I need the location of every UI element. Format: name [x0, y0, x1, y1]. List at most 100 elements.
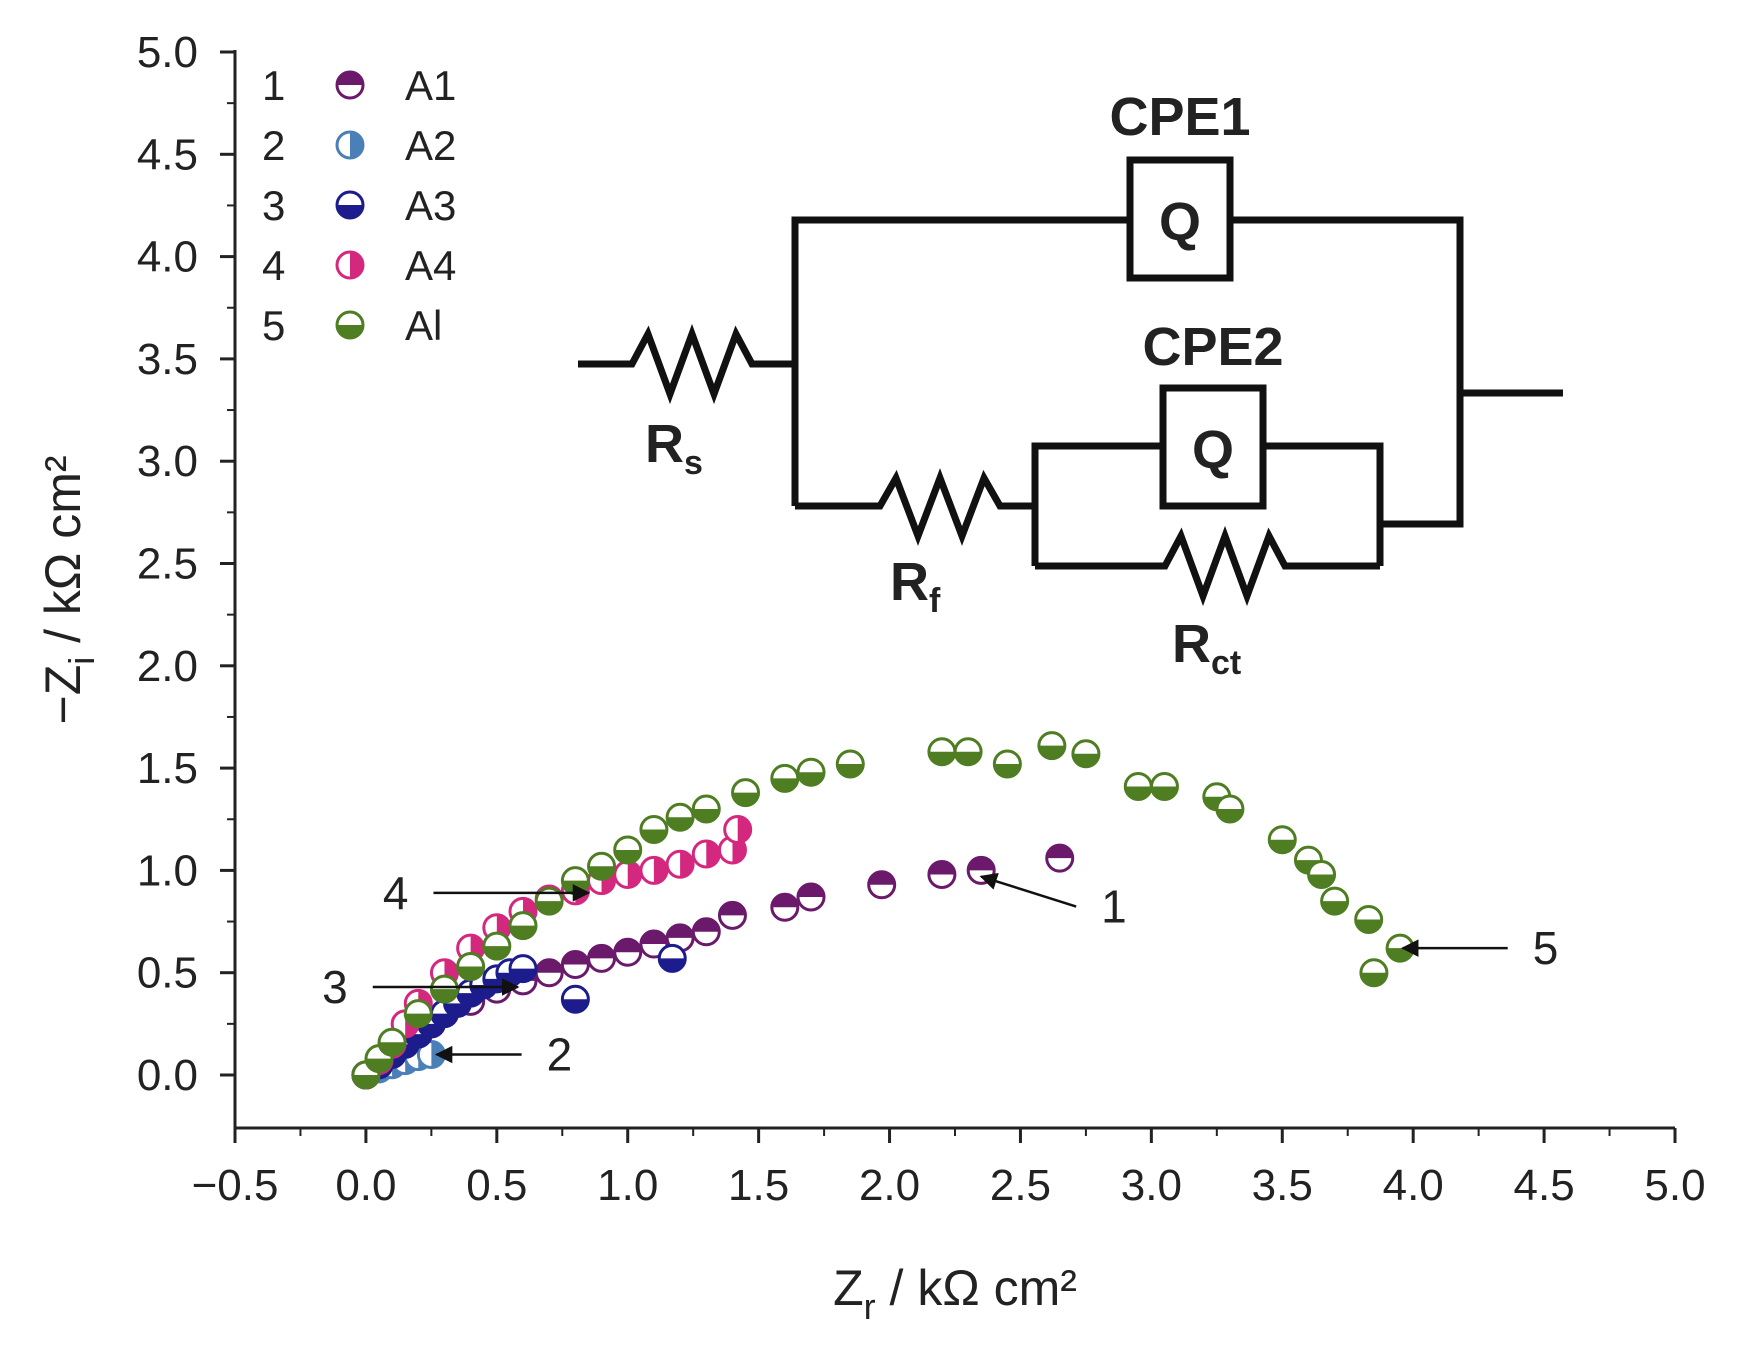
data-point [560, 866, 590, 896]
data-point [1320, 886, 1350, 916]
rs-resistor [578, 323, 792, 405]
legend-marker [335, 130, 365, 160]
legend-marker-fill [350, 132, 363, 158]
data-point [613, 859, 643, 889]
plot-points [351, 731, 1415, 1090]
data-point [587, 943, 617, 973]
data-point [1359, 958, 1389, 988]
data-point-fill [405, 1013, 432, 1027]
x-tick-label: 2.5 [990, 1161, 1051, 1210]
data-point-fill [837, 764, 864, 778]
x-axis-title-unit: / kΩ cm² [876, 1260, 1077, 1316]
data-point [1071, 739, 1101, 769]
data-point [534, 886, 564, 916]
data-point-fill [955, 751, 982, 765]
data-point-fill [928, 751, 955, 765]
data-point [1045, 843, 1075, 873]
data-point [867, 870, 897, 900]
y-ticks: 0.0 0.5 1.0 1.5 2.0 2.5 3.0 3.5 4.0 4.5 5.0 [137, 28, 235, 1100]
y-tick-label: 1.5 [137, 744, 198, 793]
legend-label: A2 [405, 122, 456, 169]
legend-label: A1 [405, 62, 456, 109]
data-point [691, 839, 721, 869]
data-point [1037, 731, 1067, 761]
x-tick-label: 1.5 [728, 1161, 789, 1210]
legend-item: 1 A1 [262, 62, 456, 109]
rf-label-sub: f [929, 582, 941, 620]
data-point-fill [431, 989, 458, 1003]
data-point [731, 778, 761, 808]
legend-marker-fill [350, 252, 363, 278]
data-point-fill [562, 951, 589, 965]
data-point-fill [431, 1013, 458, 1027]
callout-label: 3 [322, 961, 348, 1013]
legend-item: 3 A3 [262, 182, 456, 229]
legend-marker-fill [337, 325, 363, 338]
data-point-fill [680, 851, 694, 878]
legend-number: 5 [262, 302, 285, 349]
data-point [927, 737, 957, 767]
y-tick-label: 3.0 [137, 437, 198, 486]
rs-label-sub: s [684, 444, 703, 482]
data-point-fill [994, 764, 1021, 778]
data-point-fill [444, 1003, 471, 1017]
rct-label-sub: ct [1211, 644, 1241, 682]
data-point-fill [379, 1042, 406, 1056]
wire-inner-right [1263, 442, 1384, 566]
x-tick-label: 3.0 [1121, 1161, 1182, 1210]
y-axis-title-sub: i [61, 657, 102, 665]
data-point-fill [536, 959, 563, 973]
data-point [796, 882, 826, 912]
rct-resistor [1035, 525, 1380, 607]
equivalent-circuit: CPE1 Q CPE2 Q Rs Rf Rct [578, 87, 1563, 682]
rct-label-main: R [1172, 614, 1211, 674]
data-point [534, 958, 564, 988]
data-point [429, 974, 459, 1004]
data-point [403, 999, 433, 1029]
data-point-fill [798, 772, 824, 786]
wire-inner-left [1031, 442, 1163, 566]
data-point [657, 943, 687, 973]
y-tick-label: 4.5 [137, 130, 198, 179]
legend-marker-fill [337, 72, 363, 85]
data-point-fill [1046, 845, 1073, 859]
data-point-fill [693, 809, 720, 823]
data-point [1149, 772, 1179, 802]
callout-arrow [979, 872, 1077, 908]
axes: −0.5 0.0 0.5 1.0 1.5 2.0 2.5 3.0 3.5 4.0 4.5 5.0 0.… [137, 28, 1706, 1210]
data-point-fill [418, 1023, 445, 1037]
rf-label: Rf [890, 552, 941, 620]
data-point-fill [771, 894, 798, 908]
data-point-fill [732, 792, 759, 806]
x-tick-label: 2.0 [859, 1161, 920, 1210]
rs-label: Rs [645, 414, 703, 482]
data-point [665, 802, 695, 832]
data-point-fill [737, 816, 751, 843]
y-tick-label: 5.0 [137, 28, 198, 77]
data-point [482, 931, 512, 961]
x-tick-label: 5.0 [1644, 1161, 1705, 1210]
y-tick-label: 0.0 [137, 1051, 198, 1100]
data-point [691, 917, 721, 947]
x-tick-label: 0.0 [335, 1161, 396, 1210]
x-tick-label: 0.5 [466, 1161, 527, 1210]
y-tick-label: 1.0 [137, 846, 198, 895]
data-point-fill [510, 925, 536, 939]
rf-resistor [795, 468, 1035, 546]
data-point-fill [1269, 839, 1296, 853]
data-point-fill [1125, 786, 1152, 800]
y-axis-title-main: −Z [35, 665, 91, 725]
data-point-fill [771, 778, 798, 792]
data-point [796, 757, 826, 787]
cpe1-q-symbol: Q [1159, 192, 1201, 252]
y-tick-label: 2.5 [137, 540, 198, 589]
legend-label: A3 [405, 182, 456, 229]
data-point-fill [667, 817, 694, 831]
data-point-fill [1355, 919, 1382, 933]
data-point [639, 814, 669, 844]
data-point [992, 749, 1022, 779]
x-tick-label: −0.5 [192, 1161, 279, 1210]
rf-label-main: R [890, 552, 929, 612]
data-point-fill [968, 857, 995, 871]
data-point-fill [798, 883, 824, 897]
